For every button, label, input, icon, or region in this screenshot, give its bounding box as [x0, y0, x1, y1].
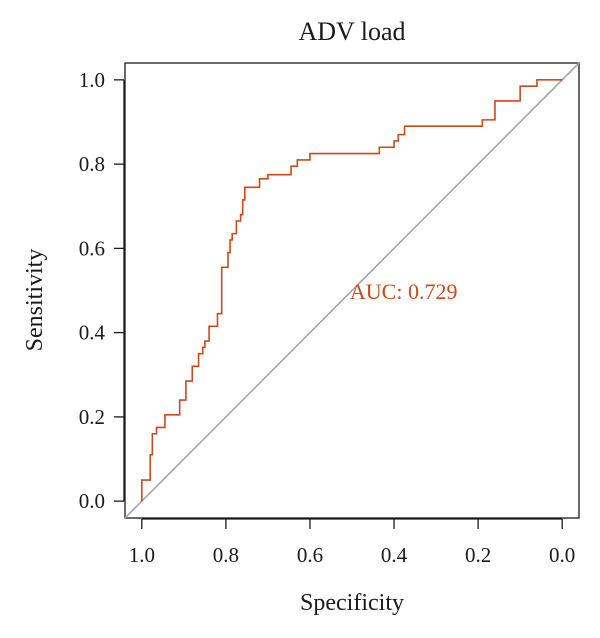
- chart-title: ADV load: [298, 17, 405, 46]
- x-axis: 1.0 0.8 0.6 0.4 0.2 0.0: [129, 518, 575, 567]
- x-tick-label: 1.0: [129, 543, 155, 567]
- y-axis-label: Sensitivity: [22, 249, 48, 352]
- y-tick-label: 0.2: [79, 405, 105, 429]
- x-tick-label: 0.2: [465, 543, 491, 567]
- y-tick-label: 0.8: [79, 152, 105, 176]
- x-tick-label: 0.6: [297, 543, 323, 567]
- reference-diagonal-line: [124, 62, 580, 519]
- auc-annotation: AUC: 0.729: [350, 279, 458, 304]
- plot-area: AUC: 0.729: [124, 62, 580, 519]
- x-tick-label: 0.4: [381, 543, 408, 567]
- y-tick-label: 0.0: [79, 489, 105, 513]
- roc-curve-line: [141, 79, 563, 502]
- y-tick-label: 0.6: [79, 236, 105, 260]
- x-tick-label: 0.0: [549, 543, 575, 567]
- plot-frame: [124, 62, 580, 519]
- x-tick-label: 0.8: [213, 543, 239, 567]
- y-axis: 0.0 0.2 0.4 0.6 0.8 1.0: [79, 68, 125, 513]
- y-tick-label: 0.4: [79, 321, 106, 345]
- y-tick-label: 1.0: [79, 68, 105, 92]
- x-axis-label: Specificity: [300, 590, 404, 616]
